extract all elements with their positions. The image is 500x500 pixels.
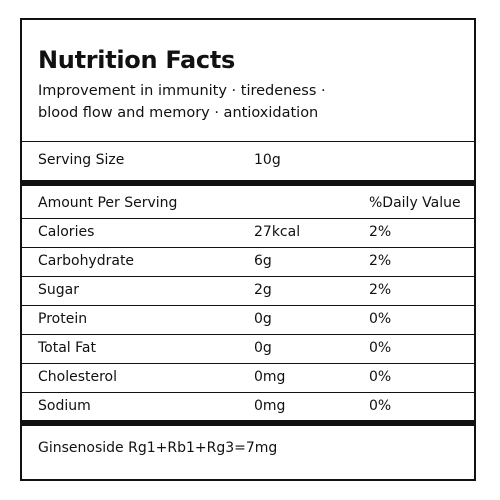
divider xyxy=(22,334,474,335)
ginsenoside-note: Ginsenoside Rg1+Rb1+Rg3=7mg xyxy=(38,440,278,456)
divider xyxy=(22,363,474,364)
serving-size-row: Serving Size 10g xyxy=(22,143,474,179)
thick-divider xyxy=(22,420,474,426)
nutrient-daily-value: 2% xyxy=(369,253,392,269)
table-row: Sodium 0mg 0% xyxy=(22,392,474,421)
page-title: Nutrition Facts xyxy=(38,46,236,74)
table-row: Calories 27kcal 2% xyxy=(22,218,474,247)
nutrient-name: Cholesterol xyxy=(38,369,118,385)
nutrient-amount: 0mg xyxy=(254,398,286,414)
amount-per-serving-header: Amount Per Serving xyxy=(38,195,178,211)
nutrient-name: Carbohydrate xyxy=(38,253,135,269)
divider xyxy=(22,305,474,306)
divider xyxy=(22,247,474,248)
nutrient-name: Sugar xyxy=(38,282,79,298)
nutrient-name: Protein xyxy=(38,311,88,327)
nutrient-amount: 6g xyxy=(254,253,272,269)
nutrient-name: Total Fat xyxy=(38,340,96,356)
nutrient-amount: 0g xyxy=(254,311,272,327)
nutrient-daily-value: 0% xyxy=(369,340,392,356)
table-row: Carbohydrate 6g 2% xyxy=(22,247,474,276)
divider xyxy=(22,392,474,393)
nutrient-daily-value: 0% xyxy=(369,311,392,327)
nutrient-daily-value: 0% xyxy=(369,369,392,385)
nutrient-name: Calories xyxy=(38,224,95,240)
description: Improvement in immunity · tiredeness · b… xyxy=(38,80,458,124)
serving-size-value: 10g xyxy=(254,152,281,168)
thick-divider xyxy=(22,180,474,186)
nutrient-name: Sodium xyxy=(38,398,91,414)
nutrient-amount: 2g xyxy=(254,282,272,298)
nutrition-facts-panel: Nutrition Facts Improvement in immunity … xyxy=(20,18,476,481)
table-row: Protein 0g 0% xyxy=(22,305,474,334)
table-header-row: Amount Per Serving %Daily Value xyxy=(22,189,474,218)
nutrient-daily-value: 2% xyxy=(369,282,392,298)
nutrient-amount: 27kcal xyxy=(254,224,301,240)
daily-value-header: %Daily Value xyxy=(369,195,461,211)
table-row: Sugar 2g 2% xyxy=(22,276,474,305)
table-row: Total Fat 0g 0% xyxy=(22,334,474,363)
nutrient-amount: 0g xyxy=(254,340,272,356)
table-row: Cholesterol 0mg 0% xyxy=(22,363,474,392)
divider xyxy=(22,218,474,219)
description-line-2: blood flow and memory · antioxidation xyxy=(38,105,319,121)
nutrient-daily-value: 0% xyxy=(369,398,392,414)
divider xyxy=(22,141,474,142)
divider xyxy=(22,276,474,277)
nutrient-daily-value: 2% xyxy=(369,224,392,240)
description-line-1: Improvement in immunity · tiredeness · xyxy=(38,83,326,99)
serving-size-label: Serving Size xyxy=(38,152,125,168)
nutrient-amount: 0mg xyxy=(254,369,286,385)
